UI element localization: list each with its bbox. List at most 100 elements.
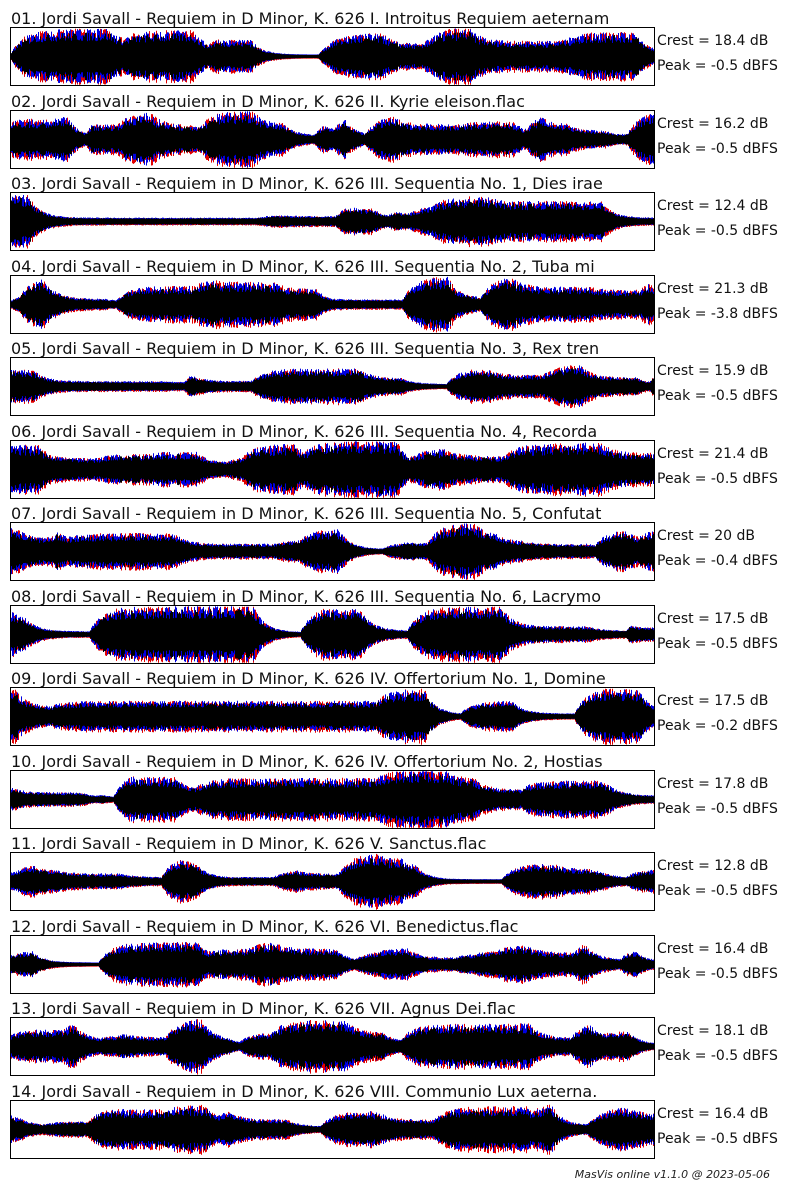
waveform <box>10 109 655 169</box>
waveform <box>10 439 655 499</box>
waveform-channel <box>11 608 654 660</box>
waveform-channel <box>11 280 654 328</box>
waveform-channel <box>11 31 654 82</box>
track-title: 05. Jordi Savall - Requiem in D Minor, K… <box>11 339 600 358</box>
crest: Crest = 15.9 dB <box>657 363 769 379</box>
peak: Peak = -0.2 dBFS <box>657 718 778 734</box>
track: 02. Jordi Savall - Requiem in D Minor, K… <box>0 91 800 173</box>
peak: Peak = -0.5 dBFS <box>657 140 778 157</box>
waveform-graphic <box>11 440 654 498</box>
peak: Peak = -0.5 dBFS <box>657 800 778 817</box>
track: 03. Jordi Savall - Requiem in D Minor, K… <box>0 173 800 255</box>
waveform <box>10 192 655 251</box>
waveform-graphic <box>11 770 654 828</box>
track: 01. Jordi Savall - Requiem in D Minor, K… <box>0 8 800 90</box>
track: 08. Jordi Savall - Requiem in D Minor, K… <box>0 586 800 668</box>
track: 06. Jordi Savall - Requiem in D Minor, K… <box>0 421 800 503</box>
peak: Peak = -0.5 dBFS <box>657 58 778 74</box>
waveform-graphic <box>11 110 654 168</box>
waveform-graphic <box>11 365 654 409</box>
peak: Peak = -0.4 dBFS <box>657 553 778 569</box>
track-title: 09. Jordi Savall - Requiem in D Minor, K… <box>11 669 606 688</box>
waveform-graphic <box>11 853 654 910</box>
waveform-channel <box>11 444 654 494</box>
waveform-channel <box>11 1108 654 1150</box>
crest: Crest = 18.1 dB <box>657 1023 769 1039</box>
waveform-channel <box>11 773 654 825</box>
waveform-channel <box>11 115 654 163</box>
waveform-graphic <box>11 1104 654 1155</box>
peak: Peak = -0.5 dBFS <box>657 470 778 487</box>
waveform-graphic <box>11 1019 654 1075</box>
crest: Crest = 18.4 dB <box>657 33 769 49</box>
crest: Crest = 12.4 dB <box>657 198 769 214</box>
track: 10. Jordi Savall - Requiem in D Minor, K… <box>0 751 800 833</box>
waveform <box>10 27 655 86</box>
track: 09. Jordi Savall - Requiem in D Minor, K… <box>0 668 800 750</box>
track-title: 12. Jordi Savall - Requiem in D Minor, K… <box>11 916 519 936</box>
crest: Crest = 20 dB <box>657 528 756 544</box>
track-title: 14. Jordi Savall - Requiem in D Minor, K… <box>11 1081 598 1101</box>
waveform <box>10 522 655 581</box>
crest: Crest = 17.5 dB <box>657 693 769 709</box>
crest: Crest = 16.2 dB <box>657 115 769 132</box>
waveform <box>10 357 655 416</box>
track-title: 02. Jordi Savall - Requiem in D Minor, K… <box>11 91 525 111</box>
waveform <box>10 1099 655 1159</box>
track: 07. Jordi Savall - Requiem in D Minor, K… <box>0 503 800 585</box>
track-title: 10. Jordi Savall - Requiem in D Minor, K… <box>11 751 603 771</box>
waveform-channel <box>11 944 654 984</box>
waveform <box>10 769 655 829</box>
peak: Peak = -0.5 dBFS <box>657 223 778 239</box>
waveform-graphic <box>11 28 654 85</box>
waveform-graphic <box>11 941 654 988</box>
waveform-channel <box>11 1023 654 1070</box>
waveform-channel <box>11 858 654 905</box>
crest: Crest = 12.8 dB <box>657 858 769 874</box>
track-title: 01. Jordi Savall - Requiem in D Minor, K… <box>11 9 610 28</box>
waveform <box>10 687 655 746</box>
peak: Peak = -0.5 dBFS <box>657 635 778 652</box>
track: 13. Jordi Savall - Requiem in D Minor, K… <box>0 998 800 1080</box>
peak: Peak = -0.5 dBFS <box>657 1130 778 1147</box>
crest: Crest = 21.4 dB <box>657 445 769 462</box>
peak: Peak = -0.5 dBFS <box>657 388 778 404</box>
track: 05. Jordi Savall - Requiem in D Minor, K… <box>0 338 800 420</box>
track: 04. Jordi Savall - Requiem in D Minor, K… <box>0 256 800 338</box>
waveform-channel <box>11 527 654 576</box>
track: 12. Jordi Savall - Requiem in D Minor, K… <box>0 916 800 998</box>
waveform <box>10 852 655 911</box>
crest: Crest = 16.4 dB <box>657 1105 769 1122</box>
waveform <box>10 274 655 334</box>
waveform-graphic <box>11 523 654 580</box>
track-title: 11. Jordi Savall - Requiem in D Minor, K… <box>11 834 487 853</box>
peak: Peak = -0.5 dBFS <box>657 883 778 899</box>
waveform-channel <box>11 368 654 405</box>
waveform-channel <box>11 692 654 741</box>
peak: Peak = -3.8 dBFS <box>657 305 778 322</box>
crest: Crest = 17.8 dB <box>657 775 769 792</box>
waveform-graphic <box>11 688 654 745</box>
crest: Crest = 21.3 dB <box>657 280 769 297</box>
waveform-graphic <box>11 276 654 332</box>
waveform <box>10 1017 655 1076</box>
track-title: 07. Jordi Savall - Requiem in D Minor, K… <box>11 504 602 523</box>
waveform <box>10 934 655 994</box>
waveform-graphic <box>11 605 654 663</box>
track: 14. Jordi Savall - Requiem in D Minor, K… <box>0 1081 800 1163</box>
waveform-graphic <box>11 194 654 249</box>
waveform-channel <box>11 197 654 246</box>
crest: Crest = 16.4 dB <box>657 940 769 957</box>
waveform <box>10 604 655 664</box>
track-title: 13. Jordi Savall - Requiem in D Minor, K… <box>11 999 516 1018</box>
footer: MasVis online v1.1.0 @ 2023-05-06 <box>574 1168 770 1181</box>
peak: Peak = -0.5 dBFS <box>657 965 778 982</box>
track-title: 03. Jordi Savall - Requiem in D Minor, K… <box>11 174 603 193</box>
track-title: 08. Jordi Savall - Requiem in D Minor, K… <box>11 586 602 606</box>
peak: Peak = -0.5 dBFS <box>657 1048 778 1064</box>
track-title: 06. Jordi Savall - Requiem in D Minor, K… <box>11 421 598 441</box>
track: 11. Jordi Savall - Requiem in D Minor, K… <box>0 833 800 915</box>
track-title: 04. Jordi Savall - Requiem in D Minor, K… <box>11 256 595 276</box>
crest: Crest = 17.5 dB <box>657 610 769 627</box>
